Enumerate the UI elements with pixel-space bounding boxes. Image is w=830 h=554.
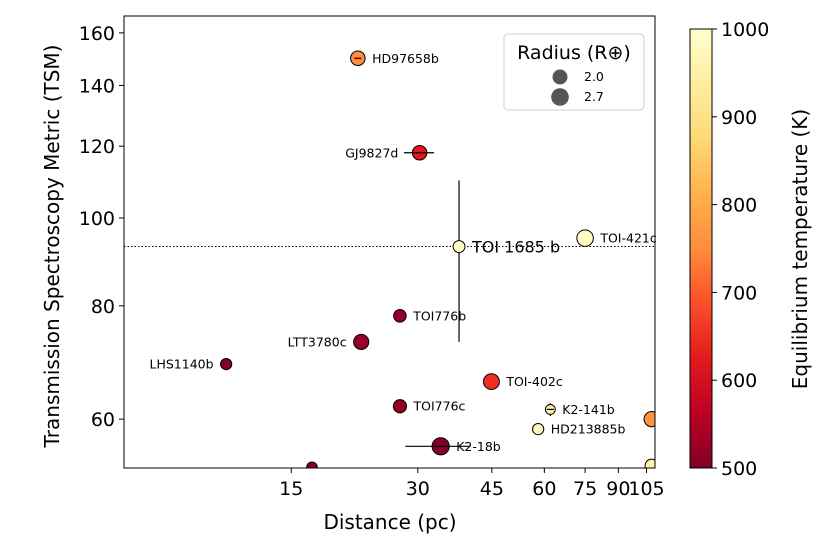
point-k2-18b xyxy=(405,437,471,456)
legend-entry-label: 2.0 xyxy=(584,69,604,84)
point-ltt3780c xyxy=(353,333,370,350)
y-tick-label: 160 xyxy=(79,23,115,45)
y-tick-label: 80 xyxy=(91,296,115,318)
point-toi-402c xyxy=(483,373,500,391)
colorbar: 500 600 700 800 900 1000 Equilibrium temperat… xyxy=(689,19,812,480)
legend-box xyxy=(503,33,645,111)
colorbar-tick-label: 1000 xyxy=(721,19,769,41)
point-partial-bottom-right xyxy=(644,458,655,468)
scatter-marker xyxy=(306,461,318,468)
point-label: K2-141b xyxy=(562,402,615,417)
point-label: LHS1140b xyxy=(150,357,214,372)
point-label: GJ9827d xyxy=(345,145,398,160)
point-toi-421c xyxy=(576,229,594,247)
colorbar-label: Equilibrium temperature (K) xyxy=(788,109,812,389)
legend-marker-large xyxy=(551,88,569,106)
scatter-marker xyxy=(392,399,408,414)
x-tick-label: 105 xyxy=(628,478,664,500)
colorbar-tick-label: 900 xyxy=(721,107,757,129)
x-tick-label: 60 xyxy=(532,478,556,500)
point-gj9827d xyxy=(403,145,435,161)
colorbar-tick-label: 500 xyxy=(721,458,757,480)
plot-frame xyxy=(123,15,656,469)
scatter-marker xyxy=(393,309,407,323)
point-k2-141b xyxy=(544,403,556,416)
legend-title: Radius (R⊕) xyxy=(517,42,631,64)
point-labels: HD97658b GJ9827d TOI 1685 b TOI-421c TOI776b… xyxy=(150,51,657,454)
point-label: HD97658b xyxy=(372,51,439,66)
legend-entry-label: 2.7 xyxy=(584,89,604,104)
scatter-marker xyxy=(220,357,233,371)
colorbar-ticks: 500 600 700 800 900 1000 xyxy=(712,19,769,480)
y-tick-label: 120 xyxy=(79,136,115,158)
scatter-marker xyxy=(532,423,545,436)
y-axis-ticks: 60 80 100 120 140 160 xyxy=(79,23,124,431)
scatter-marker xyxy=(576,229,594,247)
scatter-marker xyxy=(644,458,655,468)
scatter-marker xyxy=(643,411,655,428)
plot-area: HD97658b GJ9827d TOI 1685 b TOI-421c TOI776b… xyxy=(123,15,657,469)
colorbar-tick-label: 800 xyxy=(721,195,757,217)
y-tick-label: 60 xyxy=(91,409,115,431)
colorbar-tick-label: 600 xyxy=(721,370,757,392)
data-points xyxy=(220,50,655,468)
x-tick-label: 45 xyxy=(480,478,504,500)
point-label: LTT3780c xyxy=(288,334,347,349)
scatter-marker xyxy=(452,240,466,253)
point-toi776b xyxy=(393,309,407,323)
y-tick-label: 100 xyxy=(79,208,115,230)
x-tick-label: 30 xyxy=(406,478,430,500)
point-label: TOI776c xyxy=(413,399,466,414)
point-partial-bottom xyxy=(306,461,318,468)
colorbar-tick-label: 700 xyxy=(721,282,757,304)
point-label: TOI-421c xyxy=(599,231,657,246)
point-label: TOI 1685 b xyxy=(471,238,560,257)
point-hd97658b xyxy=(350,50,366,67)
x-tick-label: 90 xyxy=(606,478,630,500)
point-label: HD213885b xyxy=(551,422,626,437)
scatter-marker xyxy=(483,373,500,391)
point-toi776c xyxy=(392,399,408,414)
x-axis-label: Distance (pc) xyxy=(323,510,456,534)
point-toi-1685-b xyxy=(452,180,466,342)
scatter-marker xyxy=(353,333,370,350)
point-lhs1140b xyxy=(220,357,233,371)
point-label: K2-18b xyxy=(456,439,501,454)
legend: Radius (R⊕) 2.0 2.7 xyxy=(503,33,645,111)
point-label: TOI776b xyxy=(412,308,466,323)
point-label: TOI-402c xyxy=(505,374,563,389)
y-axis-label: Transmission Spectroscopy Metric (TSM) xyxy=(40,45,64,449)
x-tick-label: 15 xyxy=(279,478,303,500)
colorbar-gradient xyxy=(689,28,713,469)
point-hd213885b xyxy=(532,423,545,436)
legend-marker-small xyxy=(552,69,568,85)
x-tick-label: 75 xyxy=(573,478,597,500)
point-partial-right xyxy=(643,411,655,428)
y-tick-label: 140 xyxy=(79,75,115,97)
